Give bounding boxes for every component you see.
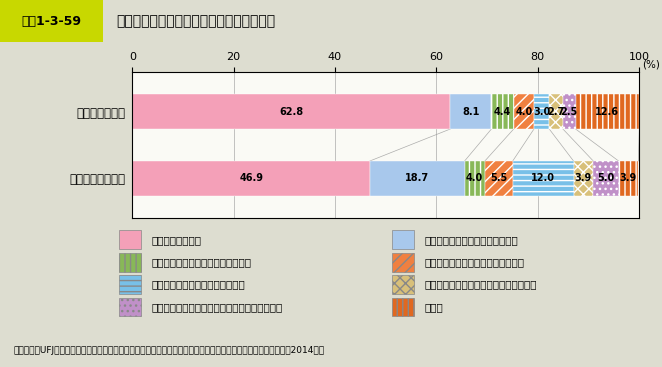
Text: その他: その他 bbox=[425, 302, 444, 312]
Text: 4.4: 4.4 bbox=[494, 106, 511, 117]
Text: 父親の子育てへの関わりが十分でない理由: 父親の子育てへの関わりが十分でない理由 bbox=[116, 14, 275, 28]
Bar bbox=[491, 94, 514, 129]
Bar bbox=[573, 161, 593, 196]
Bar bbox=[514, 94, 534, 129]
Text: 子育ての大変さを理解していない: 子育ての大変さを理解していない bbox=[152, 280, 246, 290]
Text: 4.0: 4.0 bbox=[466, 173, 483, 184]
Bar bbox=[392, 275, 414, 294]
Text: 46.9: 46.9 bbox=[239, 173, 263, 184]
Text: (%): (%) bbox=[642, 60, 660, 70]
Text: 3.9: 3.9 bbox=[575, 173, 592, 184]
Text: 5.0: 5.0 bbox=[597, 173, 614, 184]
Bar bbox=[465, 161, 485, 196]
Text: 62.8: 62.8 bbox=[279, 106, 303, 117]
Text: 5.5: 5.5 bbox=[490, 173, 508, 184]
Text: 12.6: 12.6 bbox=[595, 106, 620, 117]
Text: 3.9: 3.9 bbox=[620, 173, 637, 184]
Text: 2.7: 2.7 bbox=[547, 106, 565, 117]
Bar bbox=[563, 94, 575, 129]
Bar bbox=[119, 253, 141, 272]
Text: 子どもとどう接したらよいかわからない: 子どもとどう接したらよいかわからない bbox=[425, 280, 538, 290]
Bar bbox=[119, 230, 141, 249]
Bar bbox=[513, 161, 573, 196]
Text: 4.0: 4.0 bbox=[515, 106, 532, 117]
Bar bbox=[370, 161, 465, 196]
Text: 12.0: 12.0 bbox=[531, 173, 555, 184]
Text: 8.1: 8.1 bbox=[462, 106, 480, 117]
Bar bbox=[450, 94, 491, 129]
Text: 個人的な楽しみの方を大切にする: 個人的な楽しみの方を大切にする bbox=[425, 235, 518, 245]
Text: 資料：三菱UFJリサーチ＆コンサルティング株式会社「子育て支援策等に関する調査（未就学児の父母調査）」（2014年）: 資料：三菱UFJリサーチ＆コンサルティング株式会社「子育て支援策等に関する調査（… bbox=[13, 346, 324, 355]
Bar bbox=[575, 94, 639, 129]
Text: 図表1-3-59: 図表1-3-59 bbox=[21, 15, 81, 28]
Bar bbox=[534, 94, 549, 129]
Bar bbox=[618, 161, 638, 196]
Bar bbox=[392, 298, 414, 316]
Bar bbox=[119, 298, 141, 316]
Text: 子育てに関する知識や情報に乏しい: 子育てに関する知識や情報に乏しい bbox=[152, 257, 252, 267]
Text: 子どもの世話が面倒だと考えている: 子どもの世話が面倒だと考えている bbox=[425, 257, 525, 267]
Bar bbox=[593, 161, 618, 196]
Bar bbox=[549, 94, 563, 129]
Bar bbox=[0, 0, 103, 42]
Bar bbox=[485, 161, 513, 196]
Text: 子どものことや家庭のことにあまり関心がない: 子どものことや家庭のことにあまり関心がない bbox=[152, 302, 283, 312]
Bar bbox=[119, 275, 141, 294]
Bar bbox=[132, 94, 450, 129]
Bar bbox=[392, 253, 414, 272]
Text: 18.7: 18.7 bbox=[405, 173, 430, 184]
Bar bbox=[132, 161, 370, 196]
Text: 3.0: 3.0 bbox=[533, 106, 550, 117]
Text: 仕事が忙しすぎる: 仕事が忙しすぎる bbox=[152, 235, 202, 245]
Text: 2.5: 2.5 bbox=[561, 106, 578, 117]
Bar bbox=[392, 230, 414, 249]
